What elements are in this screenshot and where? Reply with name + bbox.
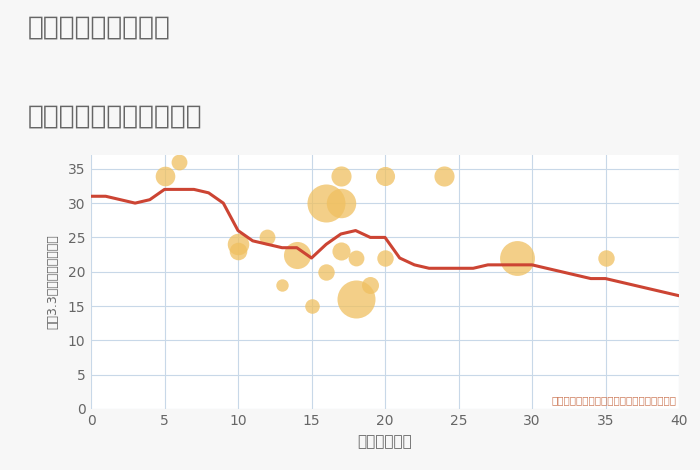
Point xyxy=(232,241,244,248)
Text: 円の大きさは、取引のあった物件面積を示す: 円の大きさは、取引のあった物件面積を示す xyxy=(551,395,676,405)
Point xyxy=(159,172,170,180)
Point xyxy=(335,247,346,255)
Point xyxy=(174,158,185,166)
Point xyxy=(600,254,611,262)
Point xyxy=(379,172,391,180)
Point xyxy=(350,254,361,262)
Point xyxy=(379,254,391,262)
Point xyxy=(306,302,317,310)
Point xyxy=(321,199,332,207)
Point xyxy=(438,172,449,180)
Point xyxy=(335,199,346,207)
Point xyxy=(512,254,523,262)
Point xyxy=(232,247,244,255)
X-axis label: 築年数（年）: 築年数（年） xyxy=(358,434,412,449)
Point xyxy=(276,282,288,289)
Y-axis label: 坪（3.3㎡）単価（万円）: 坪（3.3㎡）単価（万円） xyxy=(46,235,60,329)
Point xyxy=(335,172,346,180)
Point xyxy=(350,295,361,303)
Point xyxy=(262,234,273,241)
Text: 千葉県茂原市法目の: 千葉県茂原市法目の xyxy=(28,14,171,40)
Point xyxy=(321,268,332,275)
Text: 築年数別中古戸建て価格: 築年数別中古戸建て価格 xyxy=(28,103,202,129)
Point xyxy=(291,251,302,258)
Point xyxy=(365,282,376,289)
